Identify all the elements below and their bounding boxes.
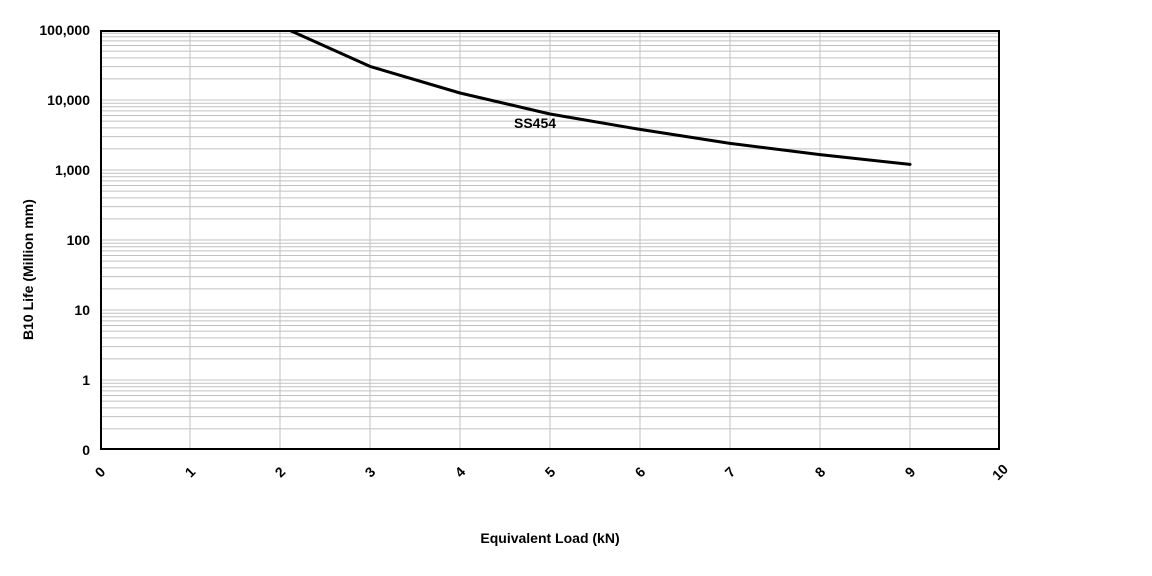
x-tick-label: 1	[174, 456, 207, 489]
x-tick-label: 3	[354, 456, 387, 489]
y-tick-label: 100,000	[0, 22, 90, 38]
y-tick-label: 100	[0, 232, 90, 248]
y-tick-label: 1,000	[0, 162, 90, 178]
x-tick-label: 2	[264, 456, 297, 489]
y-tick-label: 1	[0, 372, 90, 388]
x-tick-label: 6	[624, 456, 657, 489]
x-tick-label: 5	[534, 456, 567, 489]
x-tick-label: 4	[444, 456, 477, 489]
chart-container: B10 Life (Million mm) 01101001,00010,000…	[0, 0, 1152, 576]
plot-svg	[100, 30, 1000, 450]
y-tick-label: 10,000	[0, 92, 90, 108]
series-label-SS454: SS454	[514, 115, 556, 131]
x-axis-label: Equivalent Load (kN)	[100, 530, 1000, 546]
x-tick-label: 8	[804, 456, 837, 489]
x-tick-label: 7	[714, 456, 747, 489]
y-tick-label: 0	[0, 442, 90, 458]
x-tick-label: 10	[984, 456, 1017, 489]
x-tick-label: 0	[84, 456, 117, 489]
y-tick-label: 10	[0, 302, 90, 318]
plot-area	[100, 30, 1000, 450]
x-tick-label: 9	[894, 456, 927, 489]
y-axis-label: B10 Life (Million mm)	[20, 199, 36, 340]
